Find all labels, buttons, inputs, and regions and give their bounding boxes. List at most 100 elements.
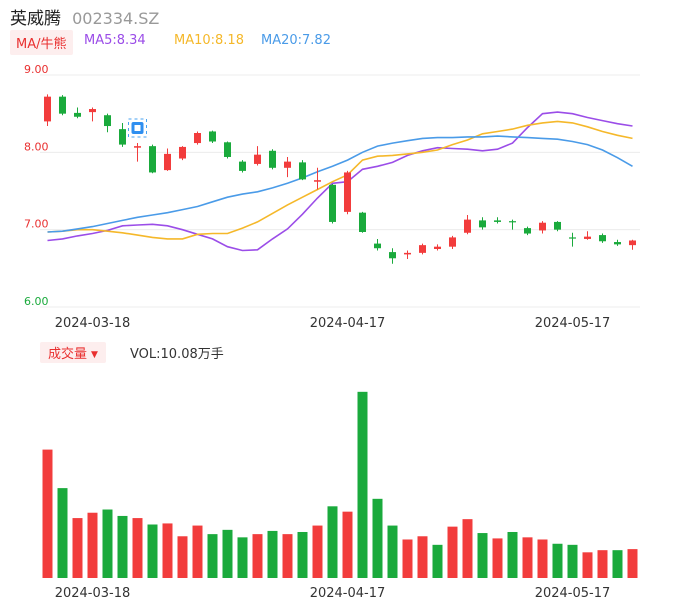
volume-bar xyxy=(522,537,533,578)
candle-body xyxy=(59,96,66,114)
candle-body xyxy=(44,96,51,122)
volume-bar xyxy=(582,552,593,578)
candle xyxy=(179,146,186,161)
volume-bar xyxy=(372,498,383,578)
volume-bar xyxy=(207,534,218,578)
candle xyxy=(419,243,426,255)
y-tick-label: 9.00 xyxy=(24,63,49,76)
candle-body xyxy=(89,109,96,113)
marker-frame xyxy=(128,118,147,138)
volume-legend: 成交量 ▼ VOL:10.08万手 xyxy=(40,342,224,363)
candle xyxy=(464,214,471,235)
candle xyxy=(299,160,306,181)
volume-bar xyxy=(342,511,353,578)
candle-body xyxy=(404,252,411,255)
volume-bar xyxy=(357,391,368,578)
candle xyxy=(554,221,561,232)
candle-body xyxy=(284,161,291,168)
volume-bar xyxy=(432,544,443,578)
candle-body xyxy=(419,245,426,253)
candle xyxy=(434,244,441,251)
candle-body xyxy=(359,212,366,232)
volume-indicator-label: 成交量 xyxy=(48,347,88,362)
candle-body xyxy=(494,220,501,222)
candle xyxy=(509,219,516,230)
stock-code: 002334.SZ xyxy=(72,9,160,28)
candle xyxy=(89,107,96,122)
candle xyxy=(524,226,531,236)
volume-value: VOL:10.08万手 xyxy=(130,347,224,362)
candle xyxy=(104,113,111,133)
x-tick-label: 2024-04-17 xyxy=(310,316,386,331)
candle xyxy=(194,131,201,145)
candle xyxy=(314,167,321,190)
candle-body xyxy=(629,240,636,246)
volume-bar xyxy=(267,530,278,578)
candle xyxy=(149,144,156,174)
volume-date-axis: 2024-03-18 2024-04-17 2024-05-17 xyxy=(55,586,611,601)
candle-body xyxy=(584,236,591,239)
candle xyxy=(629,239,636,250)
candle-body xyxy=(164,153,171,171)
volume-bar xyxy=(297,531,308,578)
chevron-down-icon: ▼ xyxy=(91,350,98,360)
candle-body xyxy=(299,162,306,180)
volume-bar xyxy=(417,536,428,578)
candle xyxy=(389,248,396,264)
candle xyxy=(344,170,351,215)
candle-body xyxy=(479,220,486,228)
volume-bar xyxy=(552,543,563,578)
candle-body xyxy=(74,112,81,117)
volume-bar xyxy=(222,529,233,578)
candle xyxy=(74,107,81,119)
stock-header: 英威腾 002334.SZ xyxy=(10,4,160,29)
volume-bar xyxy=(162,523,173,578)
candle xyxy=(44,94,51,127)
candle-body xyxy=(269,150,276,168)
volume-bar xyxy=(462,519,473,578)
candle-body xyxy=(614,242,621,245)
candle xyxy=(599,233,606,243)
candle-body xyxy=(239,161,246,171)
x-tick-label: 2024-03-18 xyxy=(55,316,131,331)
candle xyxy=(539,221,546,234)
candle xyxy=(494,217,501,224)
event-marker[interactable] xyxy=(128,118,147,138)
candle-body xyxy=(539,222,546,231)
ma10-line xyxy=(47,120,633,240)
volume-bar xyxy=(72,518,83,578)
candle-body xyxy=(344,172,351,212)
candle xyxy=(254,146,261,166)
y-tick-label: 7.00 xyxy=(24,218,49,231)
candle-body xyxy=(554,221,561,230)
ma20-line xyxy=(47,135,633,233)
x-tick-label: 2024-05-17 xyxy=(535,586,611,601)
volume-bar xyxy=(492,538,503,578)
candle xyxy=(59,95,66,116)
candle-body xyxy=(599,235,606,242)
volume-bar xyxy=(627,549,638,578)
ma5-line xyxy=(47,111,633,252)
volume-indicator-dropdown[interactable]: 成交量 ▼ xyxy=(40,342,106,363)
candle-body xyxy=(314,180,321,182)
ma-legend: MA/牛熊 MA5:8.34 MA10:8.18 MA20:7.82 xyxy=(10,30,331,55)
ma5-legend: MA5:8.34 xyxy=(84,33,146,48)
volume-bar xyxy=(312,525,323,578)
candle xyxy=(224,141,231,159)
candle-body xyxy=(149,146,156,173)
candle-body xyxy=(119,129,126,145)
marker-icon-dot xyxy=(134,125,141,131)
price-date-axis: 2024-03-18 2024-04-17 2024-05-17 xyxy=(55,316,611,331)
volume-bar xyxy=(252,534,263,578)
volume-bar xyxy=(612,550,623,578)
candle xyxy=(374,238,381,251)
candle xyxy=(119,122,126,147)
volume-bar xyxy=(192,525,203,578)
candles xyxy=(44,94,636,264)
price-axis: 9.00 8.00 7.00 6.00 xyxy=(24,63,49,308)
ma-toggle-button[interactable]: MA/牛熊 xyxy=(10,30,73,55)
candle xyxy=(284,156,291,178)
candle xyxy=(239,160,246,173)
y-tick-label: 8.00 xyxy=(24,140,49,153)
